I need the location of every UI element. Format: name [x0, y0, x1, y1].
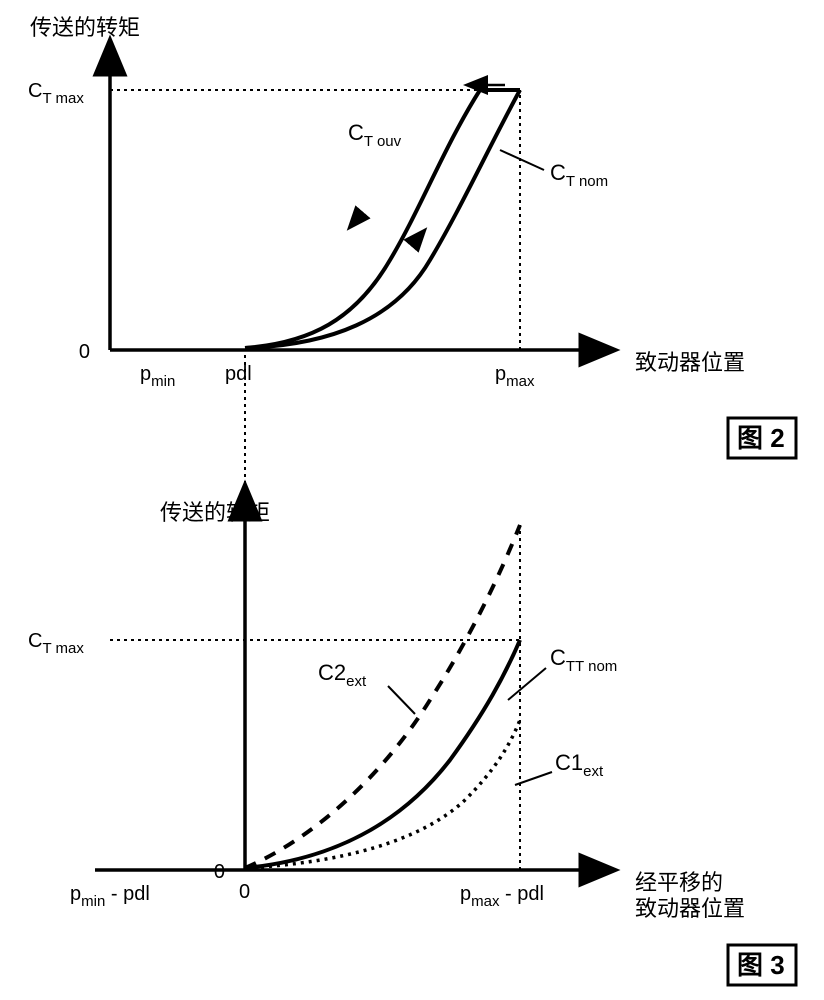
- page: { "global":{ "bg":"#ffffff", "fg":"#0000…: [0, 0, 824, 1000]
- fig2-arr-2: [412, 231, 424, 245]
- fig2-xtick-pmax: pmax: [495, 363, 535, 390]
- fig3-leader-c2: [388, 686, 415, 714]
- fig3-leader-nom: [508, 668, 546, 700]
- fig3-xtick-pmax: pmax - pdl: [460, 883, 544, 910]
- fig2-ytick-ctmax: CT max: [28, 80, 84, 107]
- fig2-label-ouv: CT ouv: [348, 120, 402, 150]
- fig3-label-c2: C2ext: [318, 660, 367, 690]
- fig3-ytick-0: 0: [214, 861, 225, 883]
- fig2: 传送的转矩 致动器位置 0 CT max pmin pdl pmax CT ou…: [28, 15, 745, 390]
- fig3-label-box: 图 3: [728, 945, 796, 985]
- fig3-curve-c2: [245, 525, 520, 868]
- fig2-x-title: 致动器位置: [635, 350, 745, 375]
- figure-svg: 传送的转矩 致动器位置 0 CT max pmin pdl pmax CT ou…: [0, 0, 824, 1000]
- fig3-y-title: 传送的转矩: [160, 500, 270, 525]
- fig2-xtick-pdl: pdl: [225, 363, 252, 385]
- fig2-curve-nom: [245, 90, 520, 348]
- fig3-xtick-0: 0: [239, 881, 250, 903]
- fig3-label-c1: C1ext: [555, 750, 604, 780]
- fig2-xtick-pmin: pmin: [140, 363, 175, 390]
- fig3-figlabel: 图 3: [737, 950, 785, 980]
- fig3: 传送的转矩 经平移的 致动器位置 0 CT max pmin - pdl 0 p…: [28, 355, 745, 921]
- fig3-x-title: 经平移的 致动器位置: [635, 870, 745, 921]
- fig2-leader-nom: [500, 150, 544, 170]
- fig2-ytick-0: 0: [79, 341, 90, 363]
- fig2-arr-1: [350, 213, 362, 227]
- fig3-label-nom: CTT nom: [550, 645, 617, 675]
- fig2-label-box: 图 2: [728, 418, 796, 458]
- fig2-y-title: 传送的转矩: [30, 15, 140, 40]
- fig3-curve-nom: [245, 640, 520, 868]
- fig2-label-nom: CT nom: [550, 160, 608, 190]
- fig3-ytick-ctmax: CT max: [28, 630, 84, 657]
- fig2-figlabel: 图 2: [737, 423, 785, 453]
- fig3-xtick-pmin: pmin - pdl: [70, 883, 150, 910]
